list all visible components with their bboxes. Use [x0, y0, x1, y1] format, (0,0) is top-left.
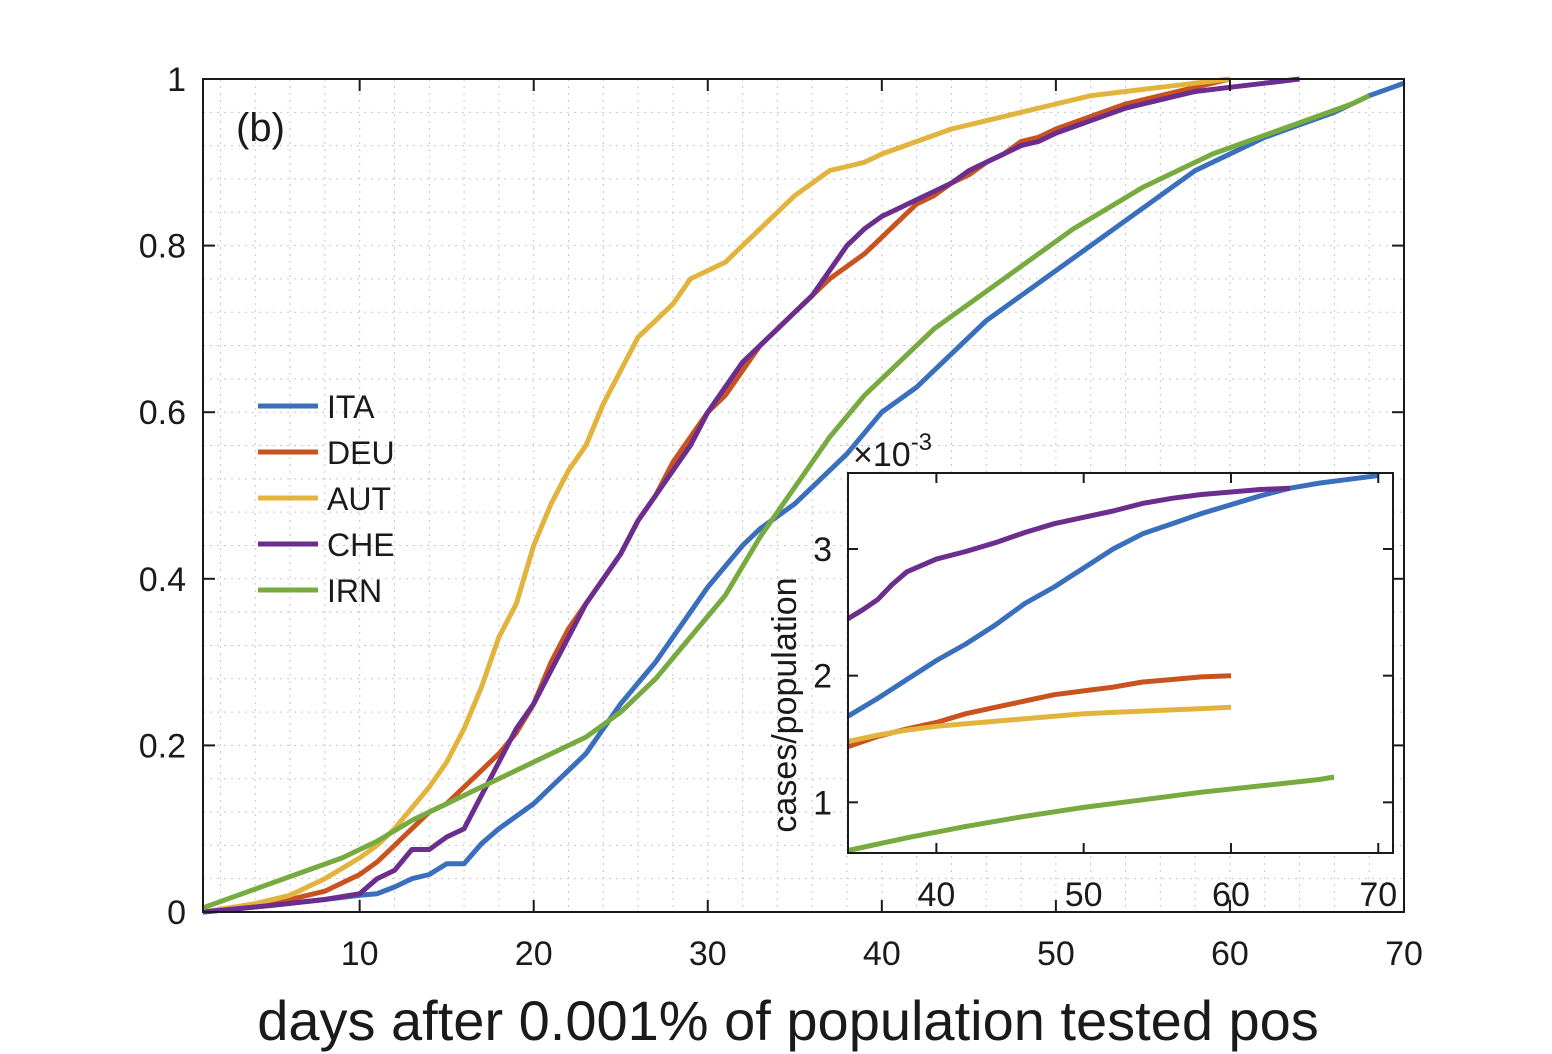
legend-label-irn: IRN [327, 573, 382, 609]
inset-series-line-che [846, 485, 1291, 621]
inset-y-tick-label: 1 [813, 784, 832, 822]
y-tick-label: 0.6 [139, 394, 186, 432]
legend-label-aut: AUT [327, 481, 391, 517]
inset-y-tick-label: 2 [813, 658, 832, 696]
x-tick-label: 40 [863, 935, 901, 973]
x-tick-label: 50 [1037, 935, 1075, 973]
inset-x-tick-label: 50 [1065, 876, 1103, 914]
series-line-che [202, 76, 1300, 915]
x-tick-label: 20 [515, 935, 553, 973]
y-tick-label: 0.8 [139, 228, 186, 266]
main-x-tick-labels: 10 20 30 40 50 60 70 [341, 935, 1423, 973]
x-tick-label: 70 [1385, 935, 1423, 973]
series-line-aut [202, 76, 1231, 915]
inset-axes-frame [847, 472, 1394, 854]
y-tick-label: 0.4 [139, 561, 186, 599]
inset-tick-marks [848, 473, 1393, 853]
main-series-lines [202, 76, 1405, 915]
inset-background [848, 473, 1393, 853]
legend: ITA DEU AUT CHE IRN [258, 389, 395, 609]
series-line-ita [202, 80, 1405, 915]
legend-label-che: CHE [327, 527, 395, 563]
legend-label-deu: DEU [327, 435, 395, 471]
x-tick-label: 60 [1211, 935, 1249, 973]
inset-y-tick-label: 3 [813, 531, 832, 569]
inset-series-line-aut [847, 704, 1232, 744]
series-line-irn [202, 93, 1371, 911]
y-tick-label: 0 [167, 894, 186, 932]
inset-scale-factor: ×10-3 [853, 429, 932, 474]
inset-y-axis-label: cases/population [766, 577, 804, 832]
inset-series-lines [846, 473, 1379, 853]
main-axes-frame [202, 78, 1405, 913]
y-tick-label: 1 [167, 61, 186, 99]
legend-label-ita: ITA [327, 389, 375, 425]
main-y-tick-labels: 0 0.2 0.4 0.6 0.8 1 [139, 61, 186, 932]
x-axis-label: days after 0.001% of population tested p… [257, 989, 1319, 1052]
inset-x-tick-label: 40 [917, 876, 955, 914]
inset-plot: 40 50 60 70 1 2 3 ×10-3 cases/population [766, 429, 1397, 914]
x-tick-label: 30 [689, 935, 727, 973]
inset-x-tick-label: 60 [1212, 876, 1250, 914]
inset-series-line-irn [847, 774, 1335, 853]
inset-x-tick-label: 70 [1359, 876, 1397, 914]
inset-y-tick-labels: 1 2 3 [813, 531, 832, 822]
panel-label: (b) [236, 106, 285, 150]
y-tick-label: 0.2 [139, 727, 186, 765]
x-tick-label: 10 [341, 935, 379, 973]
inset-x-tick-labels: 40 50 60 70 [917, 876, 1397, 914]
